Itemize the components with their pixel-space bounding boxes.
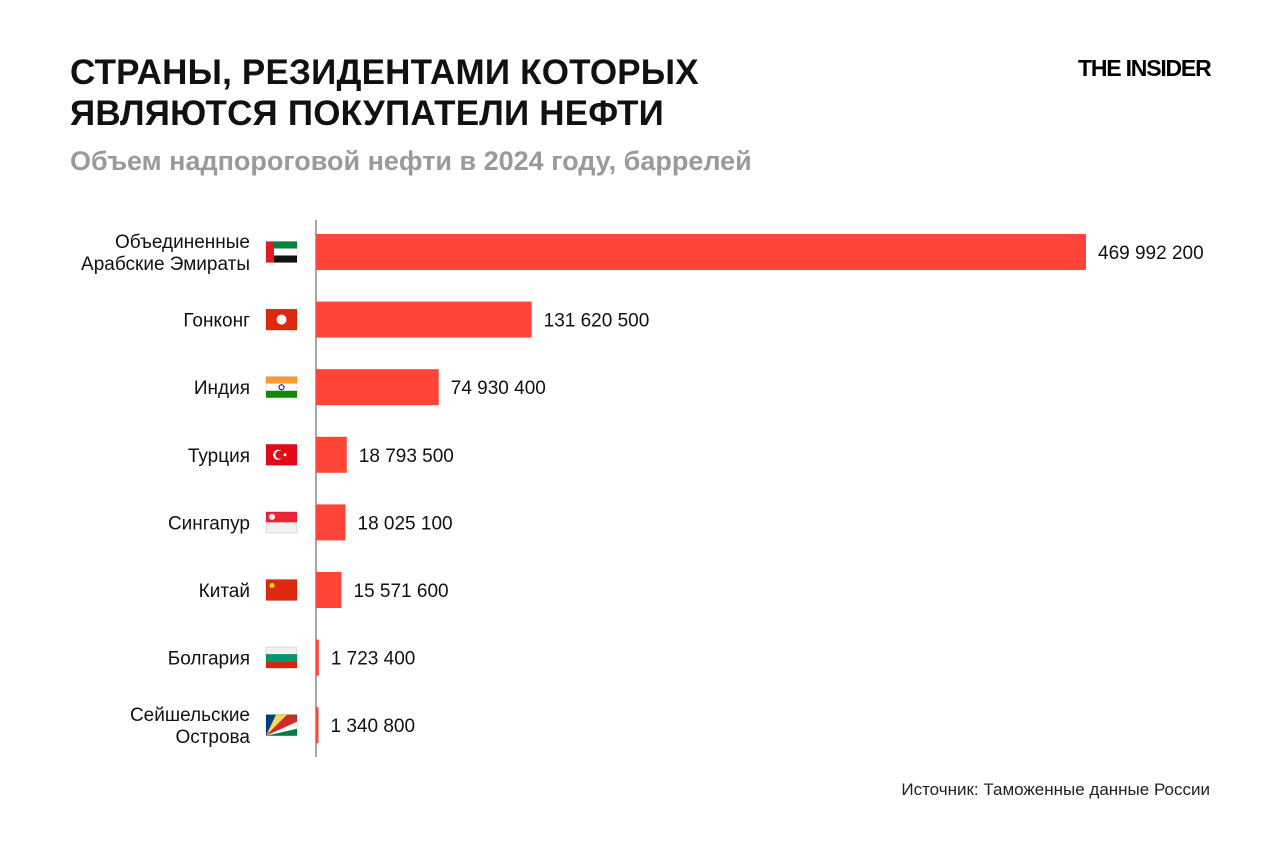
category-label-line: Турция [188,446,250,467]
value-label: 18 793 500 [359,446,454,467]
bar-row: Китай 15 571 600 [199,572,449,608]
bar-row: Турция 18 793 500 [188,436,454,473]
category-label: Индия [194,378,250,399]
category-label: Сейшельские Острова [130,705,250,748]
title-line: СТРАНЫ, РЕЗИДЕНТАМИ КОТОРЫХ [70,53,699,92]
category-label-line: Гонконг [183,311,250,332]
uae-flag-icon [265,241,298,263]
bar [316,436,347,473]
bar [316,572,342,608]
bulgaria-flag-icon [265,646,298,669]
singapore-flag-icon [265,511,298,534]
category-label: Турция [188,446,250,467]
bar [316,639,319,676]
china-flag-icon [265,579,298,601]
seychelles-flag-icon [265,714,298,737]
category-label-line: Объединенные [115,232,250,253]
value-label: 1 340 800 [331,716,416,737]
category-label-line: Сингапур [168,513,250,534]
bar-row: Индия 74 930 400 [194,369,546,406]
bar [316,369,439,406]
the-insider-logo: THE INSIDER [1078,55,1212,81]
category-label: Сингапур [168,513,250,534]
category-label-line: Индия [194,378,250,399]
india-flag-icon [265,376,298,399]
title-line: ЯВЛЯЮТСЯ ПОКУПАТЕЛИ НЕФТИ [70,94,664,133]
source-note: Источник: Таможенные данные России [901,780,1210,799]
value-label: 131 620 500 [544,311,650,332]
value-label: 1 723 400 [331,649,416,670]
category-label-line: Китай [199,581,250,602]
category-label-line: Арабские Эмираты [81,254,250,275]
bar-row: Болгария 1 723 400 [168,639,416,676]
bar-row: Гонконг 131 620 500 [183,301,650,338]
turkey-flag-icon [265,443,298,466]
category-label: Гонконг [183,311,250,332]
category-label: Китай [199,581,250,602]
bar [316,707,319,744]
chart-title: СТРАНЫ, РЕЗИДЕНТАМИ КОТОРЫХ ЯВЛЯЮТСЯ ПОК… [70,52,870,134]
category-label-line: Болгария [168,649,250,670]
bar-row: Сейшельские Острова 1 340 800 [130,705,415,748]
chart-subtitle: Объем надпороговой нефти в 2024 году, ба… [70,146,752,176]
value-label: 74 930 400 [451,378,546,399]
bar [316,234,1086,270]
value-label: 18 025 100 [358,513,453,534]
bar [316,301,532,338]
category-label: Объединенные Арабские Эмираты [81,232,250,275]
value-label: 469 992 200 [1098,243,1204,264]
bar-row: Сингапур 18 025 100 [168,504,453,541]
value-label: 15 571 600 [354,581,449,602]
category-label: Болгария [168,649,250,670]
category-label-line: Сейшельские [130,705,250,726]
bar-row: Объединенные Арабские Эмираты 469 992 200 [81,232,1204,275]
hong-kong-flag-icon [265,308,298,331]
bar [316,504,346,541]
category-label-line: Острова [175,727,250,748]
